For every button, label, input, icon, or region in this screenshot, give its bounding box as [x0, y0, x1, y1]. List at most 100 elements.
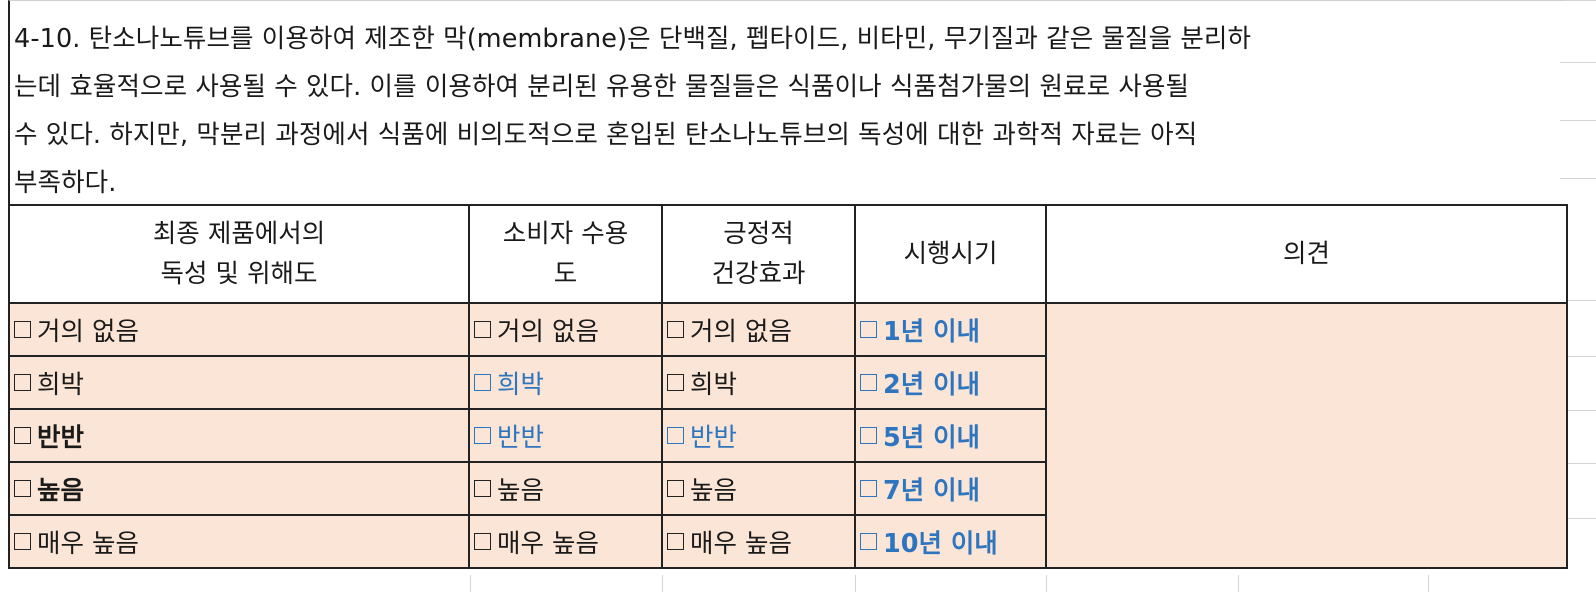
checkbox-empty-icon[interactable]: [14, 480, 31, 497]
option-row: 높음 높음 높음 7년 이내: [8, 461, 1567, 516]
header-toxicity: 최종 제품에서의 독성 및 위해도: [8, 204, 470, 304]
header-line: 소비자 수용: [502, 219, 629, 249]
timing-option[interactable]: 10년 이내: [860, 523, 998, 560]
health-option-cell: 높음: [661, 461, 856, 516]
checkbox-empty-icon[interactable]: [667, 533, 684, 550]
gridline: [662, 575, 663, 592]
toxicity-option[interactable]: 거의 없음: [14, 311, 139, 348]
checkbox-empty-icon[interactable]: [667, 321, 684, 338]
checkbox-empty-icon[interactable]: [860, 480, 877, 497]
opinion-cell[interactable]: [1045, 302, 1568, 569]
acceptance-option-cell: 거의 없음: [468, 302, 663, 357]
header-line: 긍정적: [723, 219, 794, 249]
health-option[interactable]: 매우 높음: [667, 523, 792, 560]
header-line: 건강효과: [711, 259, 806, 289]
health-option-cell: 반반: [661, 408, 856, 463]
checkbox-empty-icon[interactable]: [14, 374, 31, 391]
timing-option[interactable]: 1년 이내: [860, 311, 980, 348]
toxicity-option-cell: 거의 없음: [8, 302, 470, 357]
timing-option[interactable]: 7년 이내: [860, 470, 980, 507]
option-row: 반반 반반 반반 5년 이내: [8, 408, 1567, 463]
header-line: 최종 제품에서의: [152, 219, 326, 249]
health-option[interactable]: 반반: [667, 417, 737, 454]
checkbox-empty-icon[interactable]: [860, 321, 877, 338]
header-line: 의견: [1283, 239, 1330, 269]
checkbox-empty-icon[interactable]: [860, 533, 877, 550]
option-label: 희박: [690, 370, 737, 400]
acceptance-option[interactable]: 거의 없음: [474, 311, 599, 348]
option-row: 희박 희박 희박 2년 이내: [8, 355, 1567, 410]
gridline: [1560, 410, 1596, 411]
survey-table: 최종 제품에서의 독성 및 위해도 소비자 수용 도 긍정적 건강효과 시행시기…: [8, 204, 1568, 569]
health-option-cell: 희박: [661, 355, 856, 410]
gridline: [1560, 120, 1596, 121]
checkbox-empty-icon[interactable]: [474, 480, 491, 497]
header-health-effect: 긍정적 건강효과: [661, 204, 856, 304]
header-consumer-acceptance: 소비자 수용 도: [468, 204, 663, 304]
timing-option-cell: 1년 이내: [854, 302, 1047, 357]
option-label: 2년 이내: [883, 370, 981, 400]
option-label: 희박: [497, 370, 544, 400]
toxicity-option[interactable]: 높음: [14, 470, 84, 507]
toxicity-option-cell: 매우 높음: [8, 514, 470, 569]
option-label: 거의 없음: [37, 317, 139, 347]
toxicity-option-cell: 높음: [8, 461, 470, 516]
checkbox-empty-icon[interactable]: [667, 374, 684, 391]
gridline: [1560, 62, 1596, 63]
checkbox-empty-icon[interactable]: [14, 533, 31, 550]
header-line: 도: [553, 259, 578, 289]
timing-option[interactable]: 5년 이내: [860, 417, 980, 454]
option-label: 높음: [37, 476, 84, 506]
option-label: 매우 높음: [497, 529, 599, 559]
checkbox-empty-icon[interactable]: [860, 374, 877, 391]
question-line: 부족하다.: [14, 168, 117, 198]
health-option[interactable]: 거의 없음: [667, 311, 792, 348]
checkbox-empty-icon[interactable]: [667, 480, 684, 497]
timing-option[interactable]: 2년 이내: [860, 364, 980, 401]
acceptance-option[interactable]: 매우 높음: [474, 523, 599, 560]
timing-option-cell: 7년 이내: [854, 461, 1047, 516]
checkbox-empty-icon[interactable]: [14, 427, 31, 444]
header-line: 시행시기: [903, 239, 998, 269]
checkbox-empty-icon[interactable]: [14, 321, 31, 338]
acceptance-option-cell: 희박: [468, 355, 663, 410]
toxicity-option-cell: 반반: [8, 408, 470, 463]
checkbox-empty-icon[interactable]: [474, 533, 491, 550]
health-option-cell: 매우 높음: [661, 514, 856, 569]
acceptance-option-cell: 반반: [468, 408, 663, 463]
health-option[interactable]: 희박: [667, 364, 737, 401]
acceptance-option[interactable]: 높음: [474, 470, 544, 507]
timing-option-cell: 10년 이내: [854, 514, 1047, 569]
option-label: 매우 높음: [37, 529, 139, 559]
health-option[interactable]: 높음: [667, 470, 737, 507]
checkbox-empty-icon[interactable]: [474, 321, 491, 338]
checkbox-empty-icon[interactable]: [474, 427, 491, 444]
gridline: [1428, 575, 1429, 592]
acceptance-option[interactable]: 희박: [474, 364, 544, 401]
toxicity-option-cell: 희박: [8, 355, 470, 410]
acceptance-option-cell: 매우 높음: [468, 514, 663, 569]
option-label: 반반: [690, 423, 737, 453]
gridline: [1560, 300, 1596, 301]
option-label: 7년 이내: [883, 476, 981, 506]
option-label: 거의 없음: [690, 317, 792, 347]
option-row: 거의 없음 거의 없음 거의 없음 1년 이내: [8, 302, 1568, 569]
question-line: 수 있다. 하지만, 막분리 과정에서 식품에 비의도적으로 혼입된 탄소나노튜…: [14, 120, 1198, 150]
option-label: 1년 이내: [883, 317, 981, 347]
question-line: 는데 효율적으로 사용될 수 있다. 이를 이용하여 분리된 유용한 물질들은 …: [14, 72, 1190, 102]
question-line: 4-10. 탄소나노튜브를 이용하여 제조한 막(membrane)은 단백질,…: [14, 24, 1252, 54]
toxicity-option[interactable]: 반반: [14, 417, 84, 454]
option-label: 거의 없음: [497, 317, 599, 347]
option-label: 반반: [497, 423, 544, 453]
toxicity-option[interactable]: 매우 높음: [14, 523, 139, 560]
question-cell[interactable]: 4-10. 탄소나노튜브를 이용하여 제조한 막(membrane)은 단백질,…: [8, 0, 1564, 204]
gridline: [1560, 356, 1596, 357]
toxicity-option[interactable]: 희박: [14, 364, 84, 401]
checkbox-empty-icon[interactable]: [474, 374, 491, 391]
checkbox-empty-icon[interactable]: [860, 427, 877, 444]
checkbox-empty-icon[interactable]: [667, 427, 684, 444]
gridline: [855, 575, 856, 592]
option-label: 매우 높음: [690, 529, 792, 559]
acceptance-option[interactable]: 반반: [474, 417, 544, 454]
